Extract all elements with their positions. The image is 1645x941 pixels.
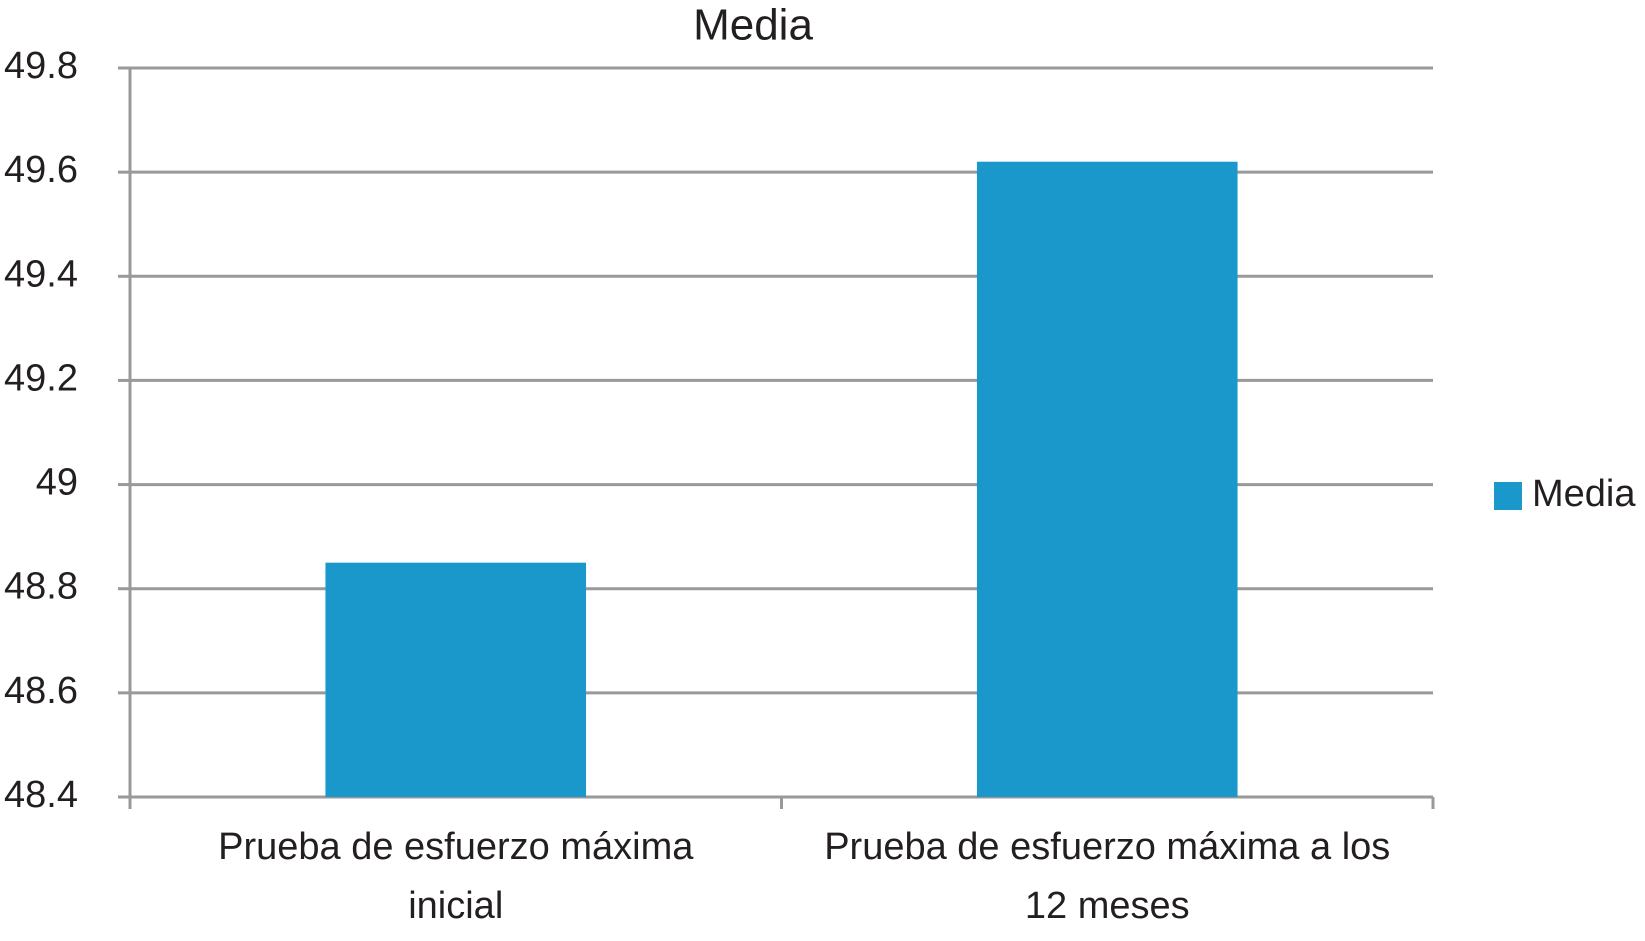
y-tick-label: 49.4: [4, 253, 78, 295]
y-tick-label: 49.2: [4, 357, 78, 399]
y-tick-label: 49: [36, 462, 78, 504]
y-tick-label: 48.8: [4, 566, 78, 608]
legend-label: Media: [1532, 473, 1636, 515]
bar: [976, 161, 1238, 797]
chart-title: Media: [693, 1, 813, 50]
bar: [325, 562, 587, 797]
legend-swatch: [1494, 482, 1522, 510]
y-tick-label: 49.6: [4, 149, 78, 191]
x-tick-label: Prueba de esfuerzo máxima a los 12 meses: [824, 826, 1391, 927]
y-tick-label: 49.8: [4, 45, 78, 87]
x-tick-label: Prueba de esfuerzo máxima inicial: [218, 826, 694, 927]
y-tick-label: 48.4: [4, 774, 78, 816]
y-tick-label: 48.6: [4, 670, 78, 712]
